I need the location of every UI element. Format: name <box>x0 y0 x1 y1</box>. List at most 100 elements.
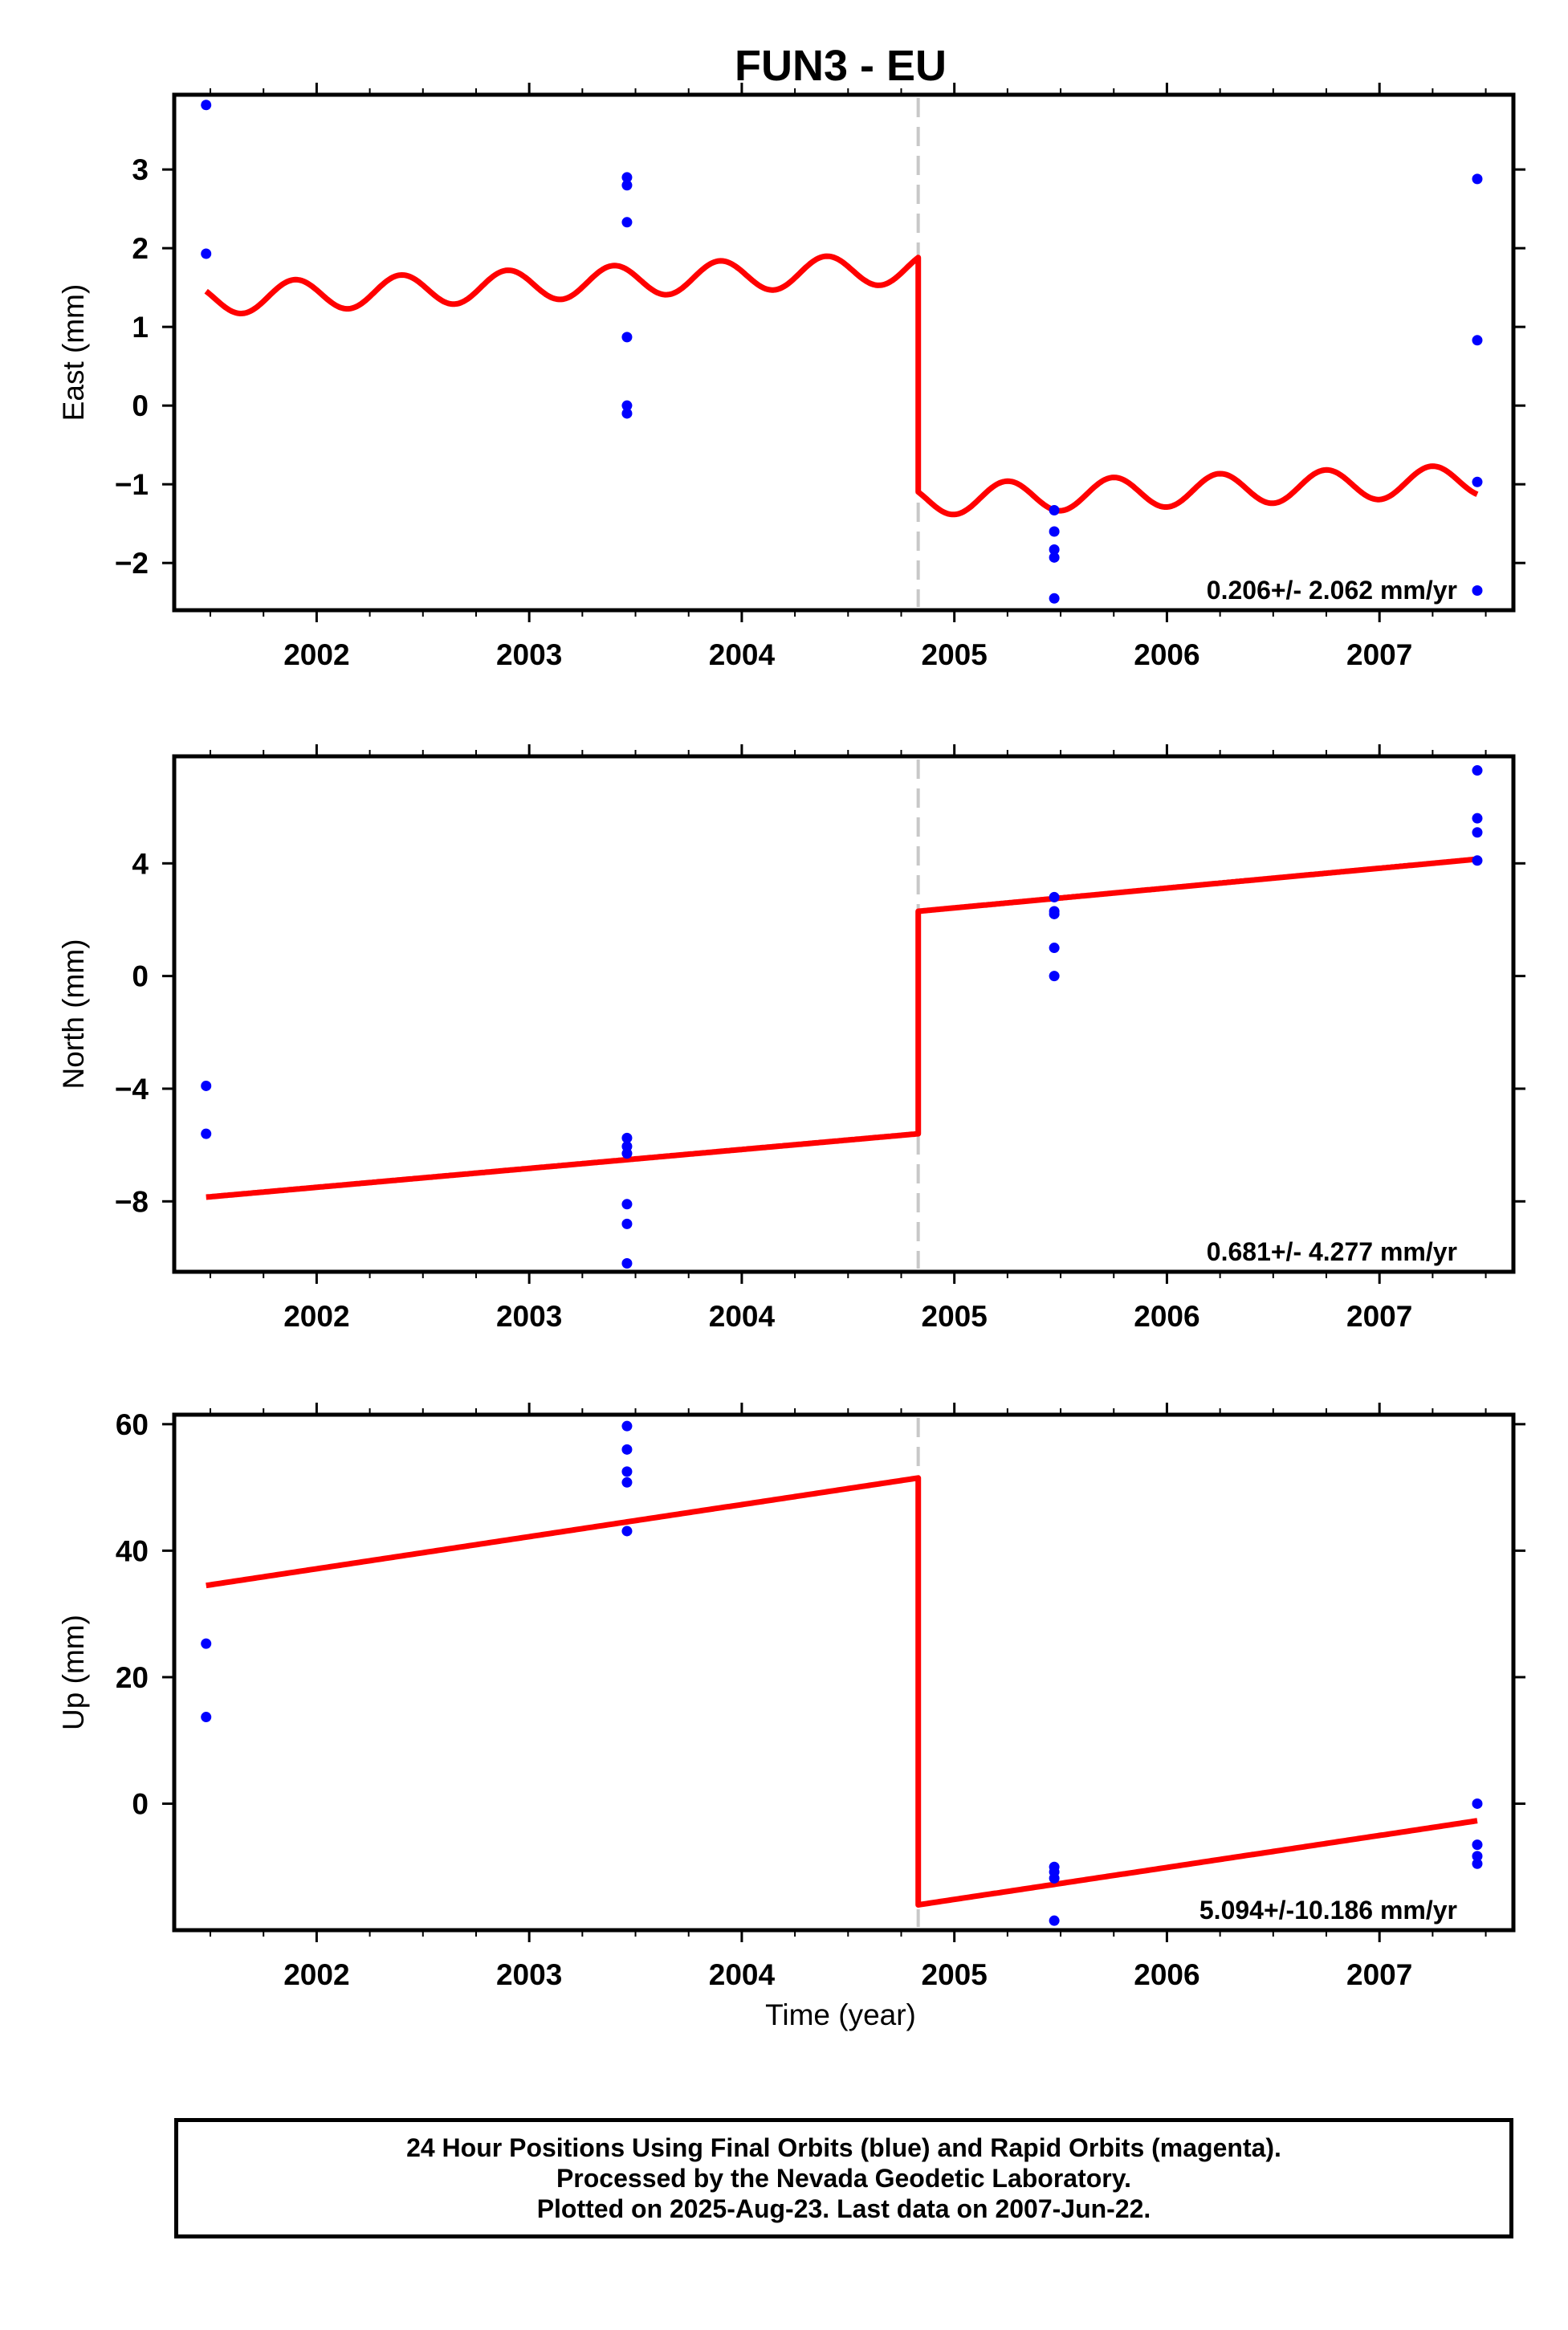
data-point <box>621 1525 633 1537</box>
data-point <box>1472 827 1483 838</box>
data-point <box>621 1420 633 1432</box>
y-tick-label: 1 <box>132 311 149 344</box>
x-tick-label: 2007 <box>1346 1958 1412 1991</box>
model-fit-line <box>204 253 1479 518</box>
data-point <box>1472 765 1483 776</box>
y-axis-title: East (mm) <box>57 284 90 422</box>
data-point <box>621 180 633 191</box>
data-point <box>1472 1798 1483 1809</box>
y-tick-label: 0 <box>132 1787 149 1820</box>
x-tick-label: 2005 <box>922 1300 988 1333</box>
x-tick-label: 2006 <box>1134 1300 1199 1333</box>
x-tick-label: 2007 <box>1346 638 1412 671</box>
y-tick-label: 2 <box>132 232 149 265</box>
footer-line-2: Processed by the Nevada Geodetic Laborat… <box>556 2164 1132 2193</box>
x-axis-title: Time (year) <box>765 1998 916 2031</box>
data-point <box>621 332 633 343</box>
model-fit-line <box>205 1475 1478 1908</box>
data-point <box>621 1148 633 1159</box>
y-tick-label: −2 <box>115 547 149 580</box>
chart-title: FUN3 - EU <box>735 42 947 90</box>
data-point <box>621 1218 633 1229</box>
x-tick-label: 2004 <box>709 1958 776 1991</box>
y-tick-label: 60 <box>116 1408 149 1441</box>
data-point <box>1472 476 1483 487</box>
y-tick-label: 0 <box>132 389 149 422</box>
data-point <box>1472 173 1483 185</box>
data-point <box>1049 552 1060 563</box>
x-tick-label: 2003 <box>496 1958 562 1991</box>
data-point <box>1049 505 1060 516</box>
data-point <box>1049 971 1060 982</box>
x-tick-label: 2002 <box>283 1958 349 1991</box>
y-tick-label: 4 <box>132 847 149 880</box>
data-point <box>201 248 212 259</box>
data-point <box>1049 891 1060 902</box>
data-point <box>1472 1839 1483 1851</box>
y-tick-label: 0 <box>132 960 149 993</box>
plot-frame <box>172 92 1516 613</box>
data-point <box>1049 943 1060 954</box>
data-point <box>201 1712 212 1723</box>
panel-3: 2002 2003 2004 2005 2006 2007 0 20 40 60 Up (mm) 5.… <box>57 1403 1525 1991</box>
data-point <box>1472 1858 1483 1869</box>
data-point <box>621 1477 633 1488</box>
y-tick-label: −8 <box>115 1185 149 1218</box>
x-tick-label: 2002 <box>283 1300 349 1333</box>
x-tick-label: 2004 <box>709 1300 776 1333</box>
data-point <box>621 1444 633 1455</box>
x-tick-label: 2006 <box>1134 1958 1199 1991</box>
data-point <box>621 1466 633 1477</box>
data-point <box>621 1132 633 1143</box>
data-point <box>1049 908 1060 919</box>
data-point <box>621 1199 633 1210</box>
data-point <box>201 1080 212 1091</box>
x-tick-label: 2005 <box>922 1958 988 1991</box>
y-tick-label: −4 <box>115 1073 149 1106</box>
y-tick-label: 40 <box>116 1534 149 1567</box>
x-tick-label: 2003 <box>496 638 562 671</box>
x-tick-label: 2002 <box>283 638 349 671</box>
data-point <box>1472 585 1483 596</box>
plot-frame <box>172 1412 1516 1933</box>
y-tick-label: 20 <box>116 1661 149 1694</box>
plot-frame <box>172 754 1516 1274</box>
data-point <box>1472 335 1483 346</box>
data-point <box>1049 1915 1060 1926</box>
data-point <box>1472 813 1483 824</box>
data-point <box>201 1128 212 1139</box>
data-point <box>1472 855 1483 866</box>
footer-box: 24 Hour Positions Using Final Orbits (bl… <box>174 2118 1513 2238</box>
data-point <box>1472 1851 1483 1862</box>
y-axis-title: Up (mm) <box>57 1615 90 1730</box>
data-point <box>201 100 212 111</box>
data-point <box>621 408 633 419</box>
data-point <box>1049 544 1060 556</box>
footer-line-3: Plotted on 2025-Aug-23. Last data on 200… <box>536 2194 1151 2223</box>
data-point <box>621 400 633 411</box>
panel-2: 2002 2003 2004 2005 2006 2007 −8 −4 0 4 North (mm)… <box>57 744 1525 1333</box>
x-tick-label: 2006 <box>1134 638 1199 671</box>
data-point <box>621 1257 633 1269</box>
data-point <box>201 1638 212 1649</box>
data-point <box>1049 526 1060 537</box>
data-point <box>621 172 633 183</box>
x-tick-label: 2007 <box>1346 1300 1412 1333</box>
y-axis-title: North (mm) <box>57 939 90 1089</box>
y-tick-label: −1 <box>115 468 149 501</box>
y-tick-label: 3 <box>132 153 149 186</box>
velocity-label: 0.681+/- 4.277 mm/yr <box>1207 1237 1457 1266</box>
x-tick-label: 2004 <box>709 638 776 671</box>
velocity-label: 0.206+/- 2.062 mm/yr <box>1207 576 1457 605</box>
footer-line-1: 24 Hour Positions Using Final Orbits (bl… <box>406 2133 1281 2162</box>
data-point <box>621 217 633 228</box>
model-fit-line <box>205 856 1478 1200</box>
data-point <box>1049 1872 1060 1884</box>
x-tick-label: 2005 <box>922 638 988 671</box>
panel-1: 2002 2003 2004 2005 2006 2007 −2 −1 0 1 2 3 East (mm… <box>57 83 1525 671</box>
velocity-label: 5.094+/-10.186 mm/yr <box>1199 1896 1457 1925</box>
x-tick-label: 2003 <box>496 1300 562 1333</box>
data-point <box>1049 593 1060 604</box>
